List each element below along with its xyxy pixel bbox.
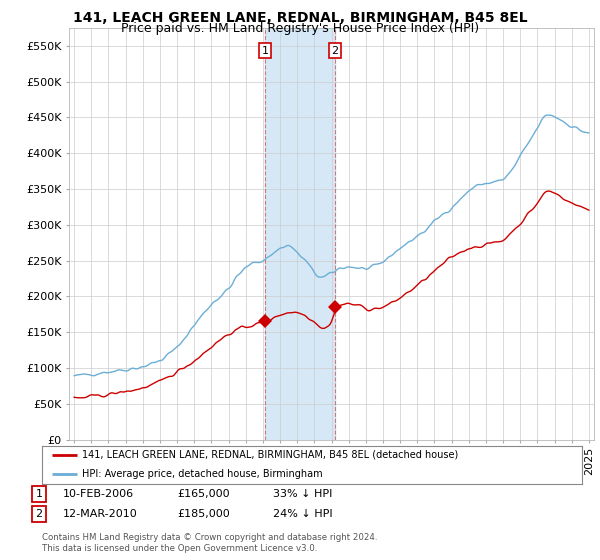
Text: 2: 2 bbox=[35, 509, 43, 519]
Text: 141, LEACH GREEN LANE, REDNAL, BIRMINGHAM, B45 8EL (detached house): 141, LEACH GREEN LANE, REDNAL, BIRMINGHA… bbox=[83, 450, 459, 460]
Text: 1: 1 bbox=[262, 45, 268, 55]
Text: HPI: Average price, detached house, Birmingham: HPI: Average price, detached house, Birm… bbox=[83, 469, 323, 479]
Text: £185,000: £185,000 bbox=[177, 509, 230, 519]
Text: 141, LEACH GREEN LANE, REDNAL, BIRMINGHAM, B45 8EL: 141, LEACH GREEN LANE, REDNAL, BIRMINGHA… bbox=[73, 11, 527, 25]
Text: Price paid vs. HM Land Registry's House Price Index (HPI): Price paid vs. HM Land Registry's House … bbox=[121, 22, 479, 35]
Text: 10-FEB-2006: 10-FEB-2006 bbox=[63, 489, 134, 499]
Bar bbox=[265, 28, 335, 440]
Text: 12-MAR-2010: 12-MAR-2010 bbox=[63, 509, 138, 519]
Text: Contains HM Land Registry data © Crown copyright and database right 2024.
This d: Contains HM Land Registry data © Crown c… bbox=[42, 533, 377, 553]
Text: 1: 1 bbox=[35, 489, 43, 499]
Text: 2: 2 bbox=[332, 45, 338, 55]
Text: £165,000: £165,000 bbox=[177, 489, 230, 499]
Text: 24% ↓ HPI: 24% ↓ HPI bbox=[273, 509, 332, 519]
Text: 33% ↓ HPI: 33% ↓ HPI bbox=[273, 489, 332, 499]
